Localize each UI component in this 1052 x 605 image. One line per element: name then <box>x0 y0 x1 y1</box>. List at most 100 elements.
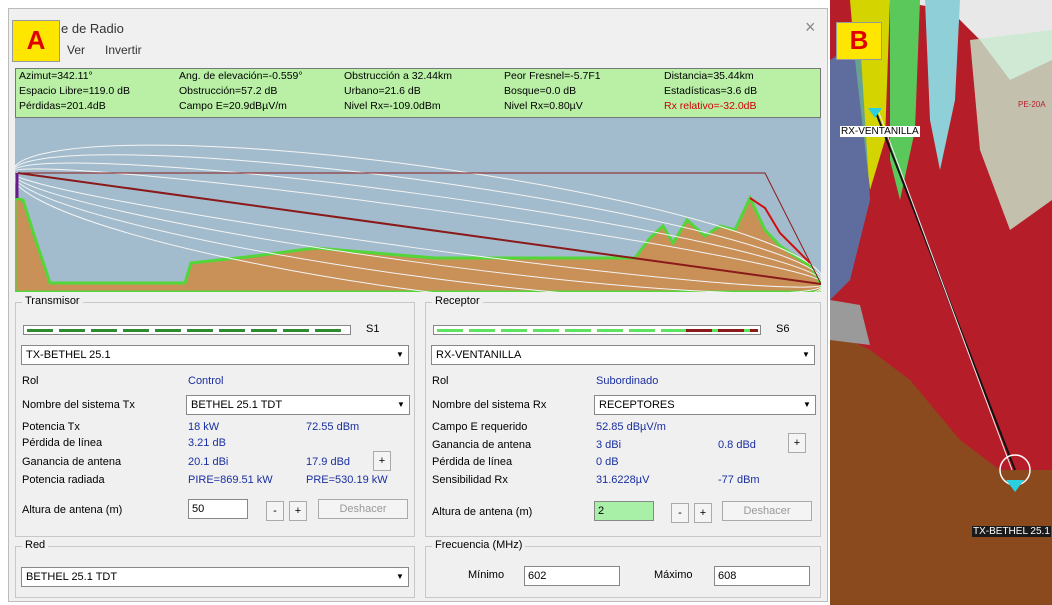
plus-button[interactable]: + <box>373 451 391 471</box>
receiver-group: Receptor S6 RX-VENTANILLA▼ Rol Subordina… <box>425 302 821 537</box>
field-label: Sensibilidad Rx <box>432 474 508 486</box>
select-value: BETHEL 25.1 TDT <box>26 571 117 583</box>
info-cell: Ang. de elevación=-0.559° <box>179 69 303 83</box>
transmitter-group: Transmisor S1 TX-BETHEL 25.1▼ Rol Contro… <box>15 302 415 537</box>
info-panel: Azimut=342.11° Ang. de elevación=-0.559°… <box>15 68 821 118</box>
field-value: Control <box>188 375 223 387</box>
field-label: Pérdida de línea <box>22 437 102 449</box>
close-button[interactable]: × <box>805 17 816 38</box>
info-cell: Azimut=342.11° <box>19 69 93 83</box>
signal-level: S6 <box>776 323 789 335</box>
minus-button[interactable]: - <box>671 503 689 523</box>
field-value: PIRE=869.51 kW <box>188 474 273 486</box>
dropdown-arrow: ▼ <box>798 346 814 364</box>
field-label: Ganancia de antena <box>432 439 531 451</box>
info-cell: Obstrucción a 32.44km <box>344 69 452 83</box>
field-label: Rol <box>22 375 39 387</box>
info-cell: Peor Fresnel=-5.7F1 <box>504 69 601 83</box>
signal-level: S1 <box>366 323 379 335</box>
map-label: RX-VENTANILLA <box>840 126 920 137</box>
signal-meter <box>433 325 761 335</box>
height-input[interactable]: 2 <box>594 501 654 521</box>
field-label: Nombre del sistema Rx <box>432 399 546 411</box>
select-value: TX-BETHEL 25.1 <box>26 349 111 361</box>
undo-button[interactable]: Deshacer <box>318 499 408 519</box>
info-cell: Distancia=35.44km <box>664 69 754 83</box>
field-value: 0 dB <box>596 456 619 468</box>
field-value: 17.9 dBd <box>306 456 350 468</box>
field-value: 18 kW <box>188 421 219 433</box>
info-cell: Rx relativo=-32.0dB <box>664 99 757 113</box>
field-value: -77 dBm <box>718 474 760 486</box>
group-title: Frecuencia (MHz) <box>432 539 525 551</box>
dropdown-arrow: ▼ <box>392 346 408 364</box>
info-cell: Nivel Rx=0.80µV <box>504 99 583 113</box>
plus-button[interactable]: + <box>694 503 712 523</box>
info-cell: Nivel Rx=-109.0dBm <box>344 99 441 113</box>
group-title: Receptor <box>432 295 483 307</box>
field-value: 3.21 dB <box>188 437 226 449</box>
unit-select[interactable]: TX-BETHEL 25.1 ▼ <box>21 345 409 365</box>
field-value: 0.8 dBd <box>718 439 756 451</box>
field-value: 3 dBi <box>596 439 621 451</box>
field-label: Mínimo <box>468 569 504 581</box>
menu-item[interactable]: Ver <box>67 43 85 57</box>
select-value: RX-VENTANILLA <box>436 349 521 361</box>
plus-button[interactable]: + <box>289 501 307 521</box>
coverage-cyan <box>925 0 960 170</box>
signal-bar <box>27 329 347 332</box>
field-label: Nombre del sistema Tx <box>22 399 135 411</box>
info-cell: Campo E=20.9dBµV/m <box>179 99 287 113</box>
min-input[interactable]: 602 <box>524 566 620 586</box>
field-value: 52.85 dBµV/m <box>596 421 666 433</box>
system-select[interactable]: RECEPTORES▼ <box>594 395 816 415</box>
frequency-group: Frecuencia (MHz) Mínimo 602 Máximo 608 <box>425 546 821 598</box>
dropdown-arrow: ▼ <box>392 568 408 586</box>
field-label: Altura de antena (m) <box>22 504 122 516</box>
coverage-green <box>890 0 920 200</box>
unit-select[interactable]: RX-VENTANILLA ▼ <box>431 345 815 365</box>
system-select[interactable]: BETHEL 25.1 TDT ▼ <box>186 395 410 415</box>
field-value: 72.55 dBm <box>306 421 359 433</box>
screen: e de Radio Ver Invertir × A Azimut=342.1… <box>0 0 1052 605</box>
plus-button[interactable]: + <box>788 433 806 453</box>
group-title: Red <box>22 539 48 551</box>
field-value: PRE=530.19 kW <box>306 474 388 486</box>
network-select[interactable]: BETHEL 25.1 TDT ▼ <box>21 567 409 587</box>
field-label: Potencia radiada <box>22 474 105 486</box>
field-label: Ganancia de antena <box>22 456 121 468</box>
profile-plot <box>15 118 821 292</box>
field-label: Máximo <box>654 569 693 581</box>
map-label: TX-BETHEL 25.1 <box>972 526 1051 537</box>
window-title: e de Radio <box>61 21 124 36</box>
map-panel: RX-VENTANILLA TX-BETHEL 25.1 PE-20A <box>830 0 1052 605</box>
field-value: 31.6228µV <box>596 474 649 486</box>
minus-button[interactable]: - <box>266 501 284 521</box>
badge-a: A <box>12 20 60 62</box>
height-input[interactable]: 50 <box>188 499 248 519</box>
group-title: Transmisor <box>22 295 83 307</box>
network-group: Red BETHEL 25.1 TDT▼ <box>15 546 415 598</box>
sea-area <box>830 330 1052 605</box>
max-input[interactable]: 608 <box>714 566 810 586</box>
land-grey <box>830 300 870 345</box>
dropdown-arrow: ▼ <box>393 396 409 414</box>
field-label: Altura de antena (m) <box>432 506 532 518</box>
field-label: Pérdida de línea <box>432 456 512 468</box>
field-label: Potencia Tx <box>22 421 80 433</box>
dropdown-arrow: ▼ <box>799 396 815 414</box>
undo-button[interactable]: Deshacer <box>722 501 812 521</box>
page: Radio Link {"window": {"title": "e de Ra… <box>0 0 1052 605</box>
coverage-map <box>830 0 1052 605</box>
signal-bar-high <box>686 329 758 332</box>
coverage-light <box>970 30 1052 230</box>
info-cell: Espacio Libre=119.0 dB <box>19 84 130 98</box>
menu-item[interactable]: Invertir <box>105 43 142 57</box>
badge-b: B <box>836 22 882 60</box>
select-value: BETHEL 25.1 TDT <box>191 399 282 411</box>
signal-meter <box>23 325 351 335</box>
field-label: Rol <box>432 375 449 387</box>
info-cell: Obstrucción=57.2 dB <box>179 84 277 98</box>
road-label: PE-20A <box>1018 100 1046 109</box>
info-cell: Estadísticas=3.6 dB <box>664 84 757 98</box>
